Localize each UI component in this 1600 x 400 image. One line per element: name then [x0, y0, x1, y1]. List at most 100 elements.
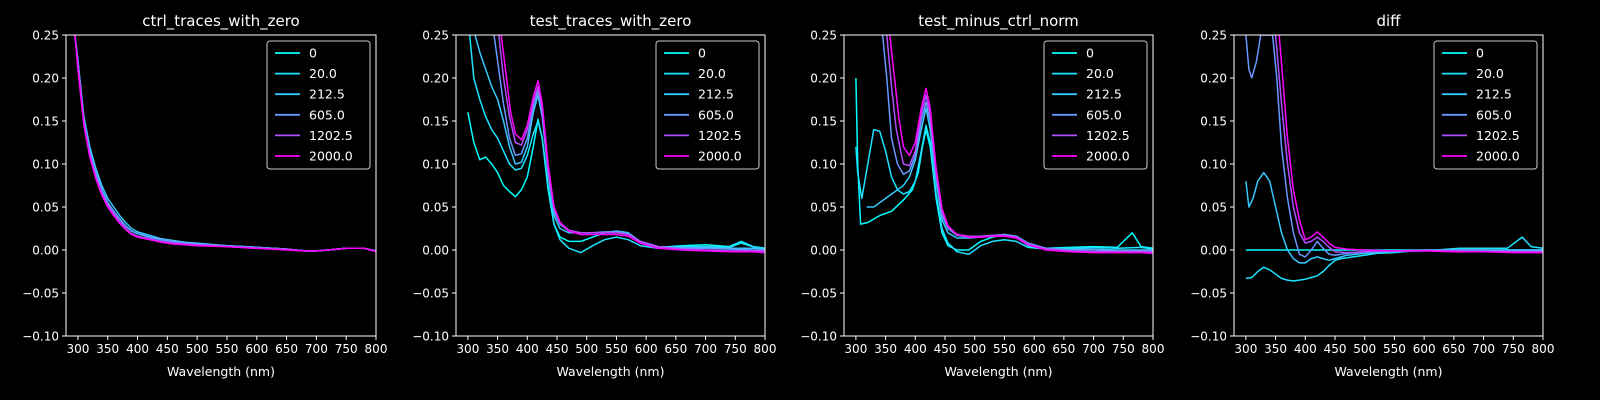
- axes-frame: [455, 34, 766, 337]
- x-tick-label: 400: [126, 342, 149, 356]
- y-tick-label: 0.25: [422, 29, 449, 43]
- x-tick-label: 700: [1082, 342, 1105, 356]
- legend-label: 605.0: [698, 107, 734, 122]
- y-tick-label: 0.10: [422, 158, 449, 172]
- chart-title: test_minus_ctrl_norm: [918, 12, 1079, 31]
- legend-label: 2000.0: [1476, 149, 1520, 164]
- y-tick-label: 0.15: [1200, 115, 1227, 129]
- series-group: [74, 35, 376, 253]
- y-tick-label: 0.05: [422, 201, 449, 215]
- y-tick-label: −0.05: [412, 287, 449, 301]
- series-line-0: [855, 77, 1153, 251]
- legend-label: 2000.0: [698, 149, 742, 164]
- x-tick-label: 600: [635, 342, 658, 356]
- x-tick-label: 750: [1112, 342, 1135, 356]
- series-group: [467, 35, 765, 254]
- axes-frame: [1233, 34, 1544, 337]
- chart-panel-1: ctrl_traces_with_zero 300 350 400 450 500 550 6…: [22, 12, 387, 379]
- x-tick-label: 750: [724, 342, 747, 356]
- legend: 0 20.0 212.5 605.0 1202.5 2000.0: [655, 40, 760, 170]
- legend-label: 0: [698, 46, 706, 61]
- x-axis-label: Wavelength (nm): [945, 364, 1053, 379]
- y-tick-label: −0.10: [22, 330, 59, 344]
- legend-label: 20.0: [698, 66, 726, 81]
- y-tick-label: 0.25: [1200, 29, 1227, 43]
- legend-label: 2000.0: [1086, 149, 1130, 164]
- chart-title: diff: [1376, 12, 1401, 30]
- legend-label: 20.0: [1476, 66, 1504, 81]
- series-group: [855, 35, 1153, 256]
- y-tick-label: −0.10: [412, 330, 449, 344]
- legend-label: 0: [1476, 46, 1484, 61]
- x-tick-label: 350: [486, 342, 509, 356]
- y-tick-label: 0.05: [32, 201, 59, 215]
- y-tick-label: 0.00: [32, 244, 59, 258]
- x-axis-label: Wavelength (nm): [167, 364, 275, 379]
- x-tick-label: 600: [1413, 342, 1436, 356]
- x-tick-label: 550: [1383, 342, 1406, 356]
- series-line-1202.5: [1274, 35, 1543, 254]
- legend-label: 2000.0: [309, 149, 353, 164]
- x-tick-label: 600: [245, 342, 268, 356]
- x-tick-label: 300: [456, 342, 479, 356]
- y-tick-label: −0.10: [800, 330, 837, 344]
- legend-label: 605.0: [1476, 107, 1512, 122]
- x-tick-label: 400: [1294, 342, 1317, 356]
- legend-label: 1202.5: [698, 128, 742, 143]
- x-tick-label: 300: [844, 342, 867, 356]
- y-tick-label: 0.10: [32, 158, 59, 172]
- legend-label: 0: [1086, 46, 1094, 61]
- x-tick-label: 450: [934, 342, 957, 356]
- series-line-2000.0: [1278, 35, 1543, 254]
- y-tick-label: −0.05: [1190, 287, 1227, 301]
- axes-frame: [65, 34, 377, 337]
- y-tick-label: 0.15: [810, 115, 837, 129]
- x-tick-label: 800: [754, 342, 777, 356]
- chart-panel-2: test_traces_with_zero 300 350 400 450 500 550 6…: [412, 12, 776, 379]
- x-tick-label: 750: [1502, 342, 1525, 356]
- x-tick-label: 400: [904, 342, 927, 356]
- y-tick-label: 0.20: [1200, 72, 1227, 86]
- x-tick-label: 500: [186, 342, 209, 356]
- legend-label: 20.0: [1086, 66, 1114, 81]
- legend: 0 20.0 212.5 605.0 1202.5 2000.0: [1043, 40, 1148, 170]
- x-tick-label: 500: [1353, 342, 1376, 356]
- x-tick-label: 400: [516, 342, 539, 356]
- x-tick-label: 450: [546, 342, 569, 356]
- x-tick-label: 650: [1052, 342, 1075, 356]
- x-tick-label: 300: [1234, 342, 1257, 356]
- x-tick-label: 450: [1324, 342, 1347, 356]
- chart-title: ctrl_traces_with_zero: [142, 12, 299, 31]
- legend-label: 0: [309, 46, 317, 61]
- legend-label: 1202.5: [309, 128, 353, 143]
- x-axis-label: Wavelength (nm): [557, 364, 665, 379]
- x-tick-label: 350: [1264, 342, 1287, 356]
- chart-panel-4: diff 300 350 400 450 500 550 600 650 700 750 800 −0.…: [1190, 12, 1554, 379]
- chart-title: test_traces_with_zero: [530, 12, 692, 31]
- legend-label: 1202.5: [1086, 128, 1130, 143]
- legend: 0 20.0 212.5 605.0 1202.5 2000.0: [1433, 40, 1538, 170]
- x-tick-label: 300: [66, 342, 89, 356]
- x-tick-label: 800: [1532, 342, 1555, 356]
- legend-label: 212.5: [309, 87, 345, 102]
- x-tick-label: 350: [874, 342, 897, 356]
- y-tick-label: 0.05: [1200, 201, 1227, 215]
- x-tick-label: 650: [1442, 342, 1465, 356]
- y-tick-label: 0.10: [810, 158, 837, 172]
- y-tick-label: 0.25: [810, 29, 837, 43]
- x-tick-label: 800: [1142, 342, 1165, 356]
- y-tick-label: 0.20: [422, 72, 449, 86]
- x-tick-label: 700: [1472, 342, 1495, 356]
- x-tick-label: 450: [156, 342, 179, 356]
- legend-label: 20.0: [309, 66, 337, 81]
- y-tick-label: −0.05: [22, 287, 59, 301]
- y-tick-label: 0.20: [32, 72, 59, 86]
- series-line-20.0: [1245, 236, 1543, 282]
- axes-frame: [843, 34, 1154, 337]
- x-tick-label: 500: [963, 342, 986, 356]
- y-tick-label: 0.15: [422, 115, 449, 129]
- y-tick-label: 0.00: [422, 244, 449, 258]
- series-line-605.0: [1245, 35, 1543, 258]
- x-tick-label: 600: [1023, 342, 1046, 356]
